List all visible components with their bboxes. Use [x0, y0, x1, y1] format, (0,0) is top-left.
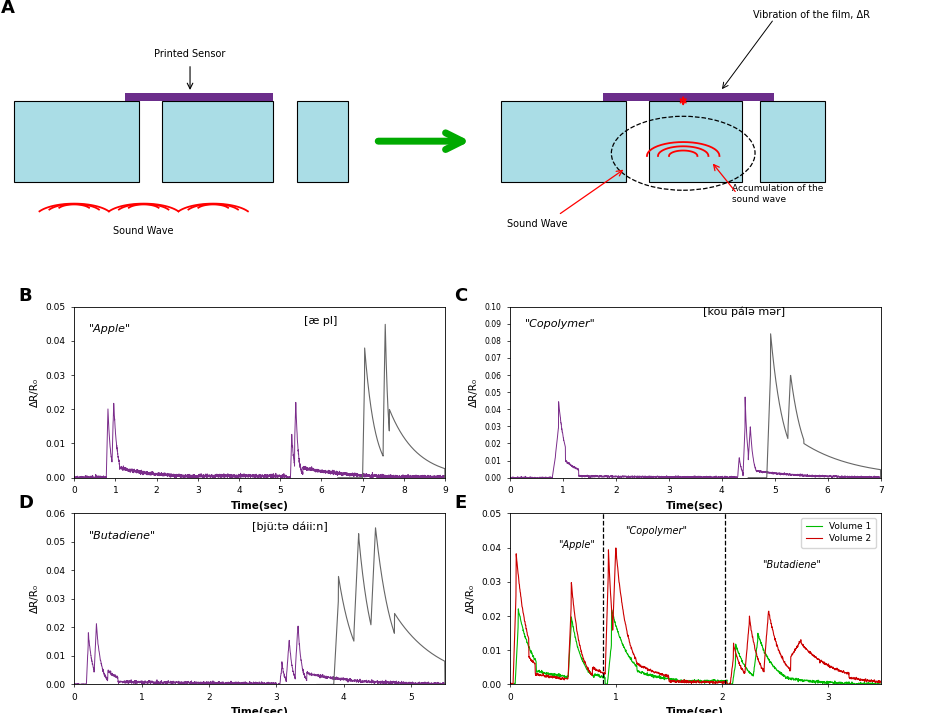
Text: [æ pl]: [æ pl] [304, 316, 337, 326]
Volume 1 [699, 679, 710, 687]
Volume 1 [875, 680, 886, 689]
Volume 2 [632, 660, 643, 669]
Text: Printed Sensor: Printed Sensor [155, 49, 225, 59]
Text: "Butadiene": "Butadiene" [762, 560, 821, 570]
Text: [kou pálə mər]: [kou pálə mər] [703, 307, 785, 317]
Text: Sound Wave: Sound Wave [507, 219, 568, 229]
Text: "Apple": "Apple" [89, 324, 131, 334]
Volume 2 [594, 667, 605, 676]
Text: "Butadiene": "Butadiene" [89, 531, 156, 541]
Volume 2 [676, 678, 687, 687]
Volume 1 [870, 679, 881, 688]
Volume 1 [806, 677, 817, 686]
Volume 2 [870, 678, 881, 687]
Line: Volume 1: Volume 1 [510, 609, 881, 684]
Text: [bjüːtə dáiiːn]: [bjüːtə dáiiːn] [252, 522, 328, 533]
Text: "Copolymer": "Copolymer" [625, 526, 687, 536]
Text: "Apple": "Apple" [558, 540, 595, 550]
Text: Sound Wave: Sound Wave [113, 226, 174, 236]
Volume 1 [676, 677, 687, 685]
Bar [501, 101, 626, 182]
Volume 1 [632, 667, 643, 675]
Legend: Volume 1, Volume 2: Volume 1, Volume 2 [801, 518, 876, 548]
Text: B: B [19, 287, 32, 305]
X-axis label: Time(sec): Time(sec) [231, 707, 288, 713]
Volume 2 [699, 678, 710, 687]
Text: A: A [1, 0, 15, 17]
Volume 1 [513, 605, 524, 613]
Text: Accumulation of the
sound wave: Accumulation of the sound wave [732, 184, 824, 204]
Y-axis label: ΔR/R₀: ΔR/R₀ [466, 585, 476, 613]
Bar [125, 93, 273, 101]
Volume 1 [504, 680, 515, 689]
Bar [162, 101, 273, 182]
Volume 2 [610, 543, 621, 552]
Volume 2 [875, 677, 886, 685]
Bar [14, 101, 139, 182]
Y-axis label: ΔR/R₀: ΔR/R₀ [31, 378, 40, 406]
Volume 1 [594, 672, 605, 681]
Bar [649, 101, 742, 182]
Bar [297, 101, 348, 182]
Text: C: C [454, 287, 467, 305]
Text: E: E [454, 494, 466, 512]
Y-axis label: ΔR/R₀: ΔR/R₀ [469, 378, 479, 406]
X-axis label: Time(sec): Time(sec) [667, 707, 724, 713]
Text: Vibration of the film, ΔR: Vibration of the film, ΔR [753, 10, 870, 20]
X-axis label: Time(sec): Time(sec) [231, 501, 288, 511]
Text: "Copolymer": "Copolymer" [525, 319, 595, 329]
Bar [603, 93, 774, 101]
Bar [760, 101, 825, 182]
Volume 2 [504, 680, 515, 689]
X-axis label: Time(sec): Time(sec) [667, 501, 724, 511]
Line: Volume 2: Volume 2 [510, 548, 881, 684]
Text: D: D [19, 494, 33, 512]
Y-axis label: ΔR/R₀: ΔR/R₀ [31, 585, 40, 613]
Volume 2 [806, 649, 817, 657]
